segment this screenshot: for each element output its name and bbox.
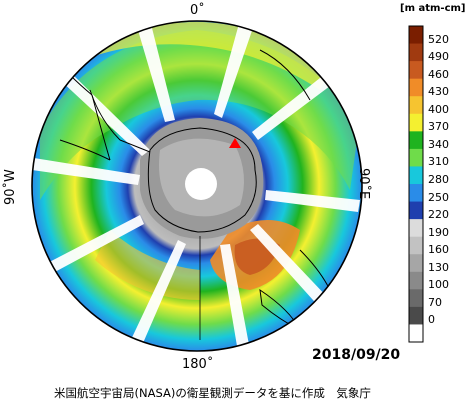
colorbar-swatch [409,271,423,290]
colorbar-swatch [409,113,423,132]
unit-label: [m atm-cm] [400,3,466,14]
label-180: 180˚ [182,357,214,372]
colorbar-swatch [409,131,423,150]
colorbar-swatch [409,324,423,343]
colorbar-swatch [409,306,423,325]
colorbar-tick-label: 430 [428,85,449,99]
colorbar-swatch [409,43,423,62]
colorbar-tick-label: 370 [428,120,449,134]
colorbar-tick-label: 100 [428,278,449,292]
colorbar-swatch [409,254,423,273]
colorbar-swatch [409,61,423,80]
colorbar-tick-label: 220 [428,208,449,222]
label-90e: 90˚E [356,168,371,200]
colorbar-swatch [409,166,423,185]
colorbar-swatch [409,219,423,238]
ozone-field [32,21,362,351]
colorbar-swatch [409,289,423,308]
label-90w: 90˚W [3,169,18,205]
colorbar-tick-label: 520 [428,32,449,46]
colorbar-tick-label: 190 [428,225,449,239]
station-marker-triangle [229,138,241,148]
colorbar-swatch [409,201,423,220]
colorbar-tick-label: 490 [428,50,449,64]
colorbar-tick-label: 160 [428,243,449,257]
map-boundary [31,20,363,352]
colorbar-tick-label: 0 [428,313,435,327]
date-label: 2018/09/20 [312,347,401,363]
colorbar-tick-label: 130 [428,260,449,274]
colorbar-swatch [409,236,423,255]
colorbar-swatch [409,148,423,167]
colorbar-tick-label: 280 [428,173,449,186]
colorbar-tick-label: 310 [428,155,449,169]
colorbar-tick-label: 460 [428,67,449,81]
colorbar-swatch [409,26,423,45]
colorbar-tick-label: 400 [428,102,449,116]
colorbar-swatch [409,96,423,115]
colorbar-tick-label: 70 [428,295,442,309]
colorbar-tick-label: 340 [428,137,449,151]
colorbar-swatch [409,184,423,203]
colorbar-swatch [409,78,423,97]
label-0-degree: 0˚ [190,3,205,18]
colorbar [408,25,424,343]
credit-text: 米国航空宇宙局(NASA)の衛星観測データを基に作成 気象庁 [54,386,371,400]
colorbar-tick-label: 250 [428,190,449,204]
